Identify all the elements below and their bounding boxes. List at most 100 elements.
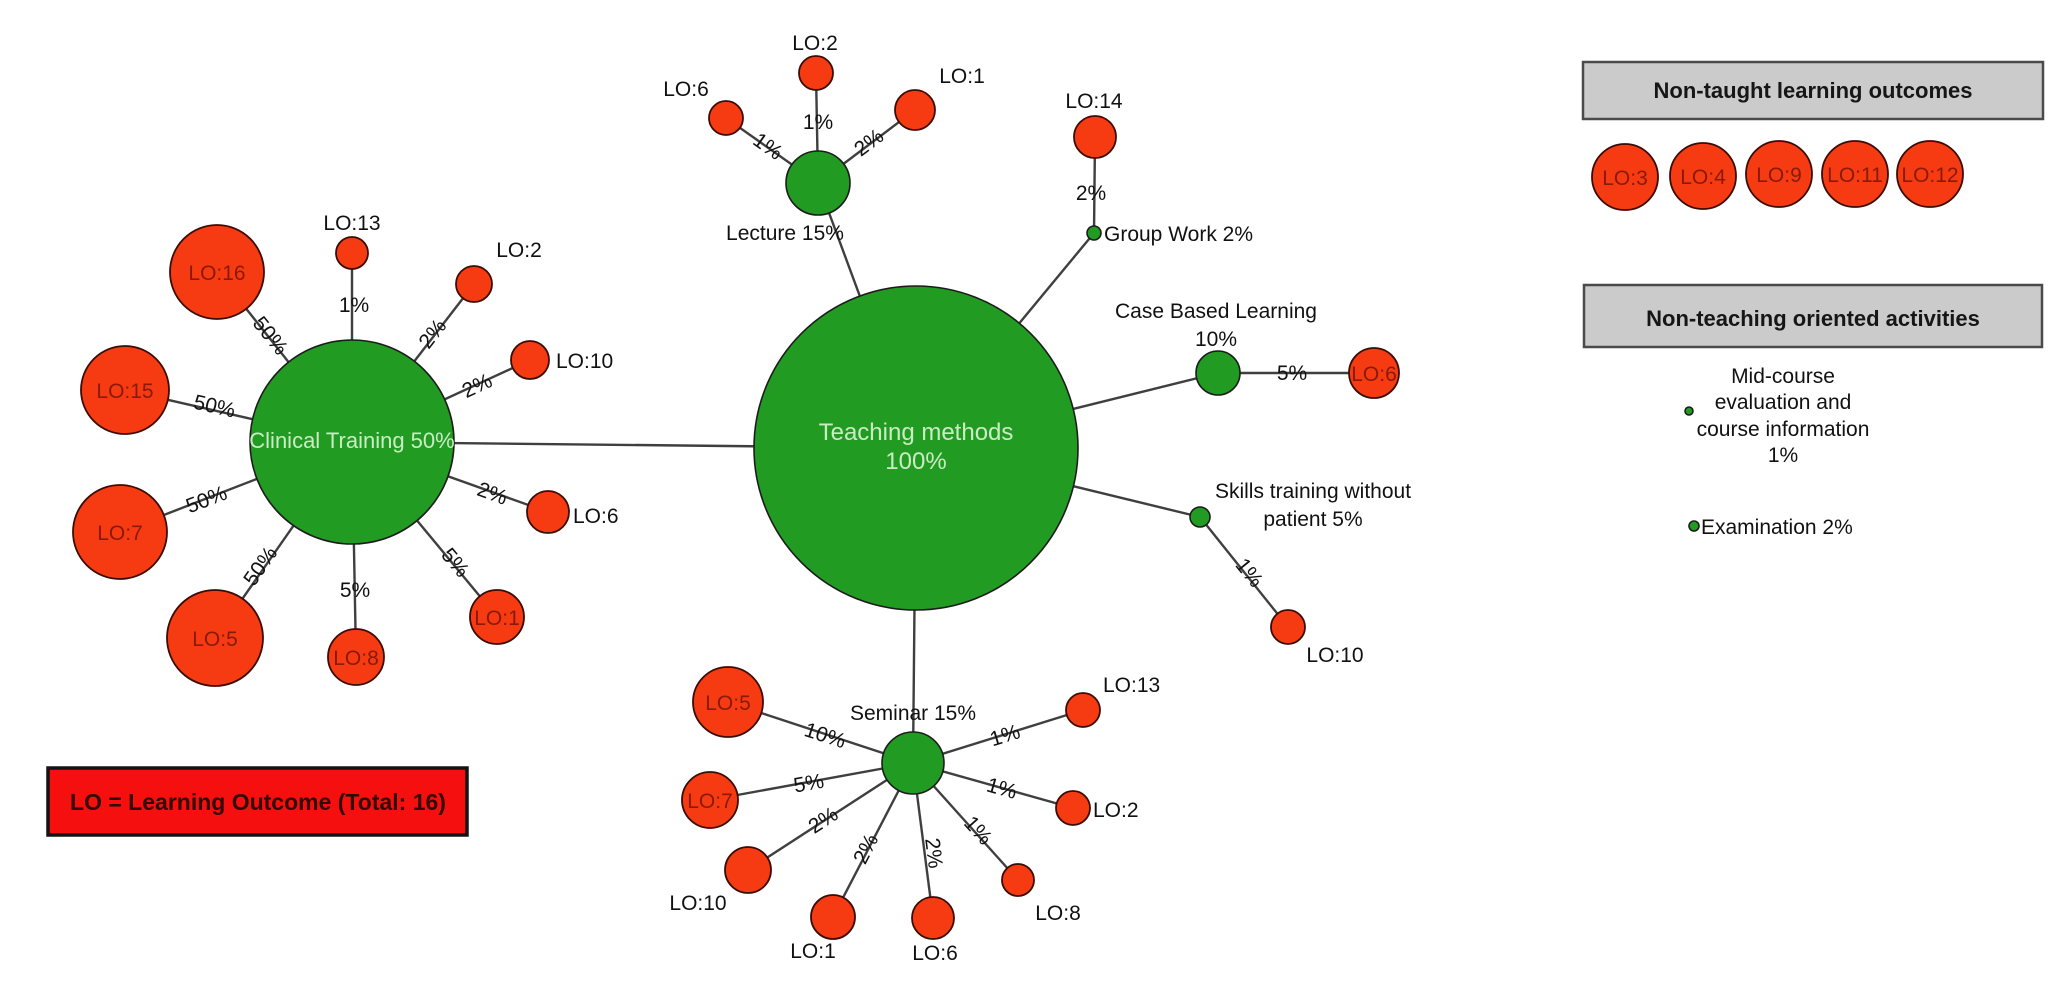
seminar-lo10-pct: 2% — [804, 803, 842, 839]
legend-midcourse-dot — [1684, 406, 1694, 416]
legend-non-taught: Non-taught learning outcomes LO:3 LO:4 L… — [1581, 60, 2045, 211]
seminar-lo5-pct: 10% — [801, 718, 848, 753]
legend-non-teaching-title: Non-teaching oriented activities — [1646, 306, 1980, 331]
legend-non-teaching: Non-teaching oriented activities Mid-cou… — [1582, 283, 2044, 539]
node-clinical-lo7 — [72, 484, 168, 580]
seminar-lo7-label: LO:7 — [687, 790, 733, 813]
node-lecture-lo1 — [894, 89, 936, 131]
note-text: LO = Learning Outcome (Total: 16) — [70, 789, 446, 815]
seminar-lo6-pct: 2% — [920, 837, 947, 870]
legend-node-lo11 — [1821, 140, 1889, 208]
casebased-label-line1: Case Based Learning — [1115, 300, 1317, 323]
node-clinical-lo16 — [169, 224, 265, 320]
legend-node-lo9 — [1745, 140, 1813, 208]
clinical-lo5-label: LO:5 — [192, 628, 238, 651]
hub-labels: Teaching methods 100% Clinical Training … — [249, 222, 1411, 725]
casebased-label-line2: 10% — [1195, 328, 1237, 351]
node-skills-lo10 — [1270, 609, 1306, 645]
casebased-lo6-label: LO:6 — [1351, 363, 1397, 386]
skills-lo10-pct: 1% — [1231, 554, 1268, 592]
clinical-lo16-label: LO:16 — [188, 262, 245, 285]
legend-lo9-label: LO:9 — [1756, 164, 1802, 187]
node-clinical-lo1 — [469, 589, 525, 645]
groupwork-lo14-pct: 2% — [1076, 182, 1106, 205]
clinical-lo2-label: LO:2 — [496, 239, 542, 262]
clinical-lo15-pct: 50% — [191, 391, 237, 423]
seminar-lo8-pct: 1% — [959, 812, 996, 850]
clinical-lo10-pct: 2% — [459, 369, 496, 403]
lecture-lo2-label: LO:2 — [792, 32, 838, 55]
node-seminar-lo6 — [911, 896, 955, 940]
legend-non-taught-header-box — [1581, 60, 2045, 121]
node-teaching-methods — [753, 285, 1079, 611]
lecture-lo6-label: LO:6 — [663, 78, 709, 101]
clinical-lo13-pct: 1% — [339, 294, 369, 317]
clinical-lo6-label: LO:6 — [573, 505, 619, 528]
node-lecture — [785, 150, 851, 216]
node-casebased-lo6 — [1348, 347, 1400, 399]
skills-lo10-label: LO:10 — [1306, 644, 1363, 667]
seminar-lo6-label: LO:6 — [912, 942, 958, 965]
node-group-work — [1086, 225, 1102, 241]
note-box-rect — [46, 766, 469, 837]
seminar-lo2-pct: 1% — [984, 774, 1020, 804]
seminar-lo13-pct: 1% — [987, 720, 1023, 751]
lecture-lo1-label: LO:1 — [939, 65, 985, 88]
edge-seminar-lo10 — [747, 761, 914, 872]
node-clinical-lo13 — [335, 236, 369, 270]
node-seminar-lo5 — [692, 666, 764, 738]
node-clinical-lo8 — [327, 628, 385, 686]
edge-seminar-lo7 — [709, 761, 914, 802]
legend-non-taught-title: Non-taught learning outcomes — [1654, 78, 1973, 103]
node-lecture-lo6 — [708, 100, 744, 136]
seminar-lo10-label: LO:10 — [669, 892, 726, 915]
legend-examination-dot — [1688, 520, 1700, 532]
node-clinical-lo6 — [526, 490, 570, 534]
skills-label-line2: patient 5% — [1263, 508, 1362, 531]
legend-node-lo3 — [1591, 143, 1659, 211]
node-seminar — [881, 731, 945, 795]
seminar-lo7-pct: 5% — [792, 770, 826, 798]
groupwork-label: Group Work 2% — [1104, 223, 1253, 246]
node-seminar-lo13 — [1065, 692, 1101, 728]
node-clinical-lo2 — [455, 265, 493, 303]
clinical-lo1-label: LO:1 — [474, 607, 520, 630]
node-lecture-lo2 — [798, 55, 834, 91]
lecture-label: Lecture 15% — [726, 222, 844, 245]
clinical-lo7-pct: 50% — [183, 482, 230, 519]
examination-label: Examination 2% — [1701, 516, 1853, 539]
outcome-labels: LO:16 LO:13 LO:2 LO:10 LO:15 LO:6 LO:7 L… — [96, 32, 1396, 965]
node-seminar-lo1 — [810, 894, 856, 940]
midcourse-line4: 1% — [1768, 444, 1798, 467]
skills-label-line1: Skills training without — [1215, 480, 1411, 503]
legend-node-lo12 — [1896, 140, 1964, 208]
clinical-label: Clinical Training 50% — [249, 428, 454, 453]
clinical-lo13-label: LO:13 — [323, 212, 380, 235]
node-clinical-training — [249, 339, 455, 545]
seminar-lo1-pct: 2% — [849, 830, 883, 867]
note-box: LO = Learning Outcome (Total: 16) — [46, 766, 469, 837]
clinical-lo15-label: LO:15 — [96, 380, 153, 403]
node-clinical-lo10 — [510, 340, 550, 380]
node-groupwork-lo14 — [1073, 115, 1117, 159]
legend-lo4-label: LO:4 — [1680, 166, 1726, 189]
node-clinical-lo15 — [80, 345, 170, 435]
seminar-lo2-label: LO:2 — [1093, 799, 1139, 822]
midcourse-line1: Mid-course — [1731, 365, 1835, 388]
node-case-based-learning — [1195, 350, 1241, 396]
legend-node-lo4 — [1669, 142, 1737, 210]
clinical-lo8-pct: 5% — [340, 579, 370, 602]
midcourse-line2: evaluation and — [1715, 391, 1852, 414]
node-clinical-lo5 — [166, 589, 264, 687]
edge-skills-lo10 — [1199, 516, 1289, 628]
clinical-lo10-label: LO:10 — [556, 350, 613, 373]
node-seminar-lo10 — [724, 846, 772, 894]
lecture-lo6-pct: 1% — [749, 129, 787, 165]
groupwork-lo14-label: LO:14 — [1065, 90, 1123, 113]
seminar-label: Seminar 15% — [850, 702, 976, 725]
legend-lo3-label: LO:3 — [1602, 167, 1648, 190]
legend-non-teaching-header-box — [1582, 283, 2044, 349]
midcourse-line3: course information — [1697, 418, 1870, 441]
